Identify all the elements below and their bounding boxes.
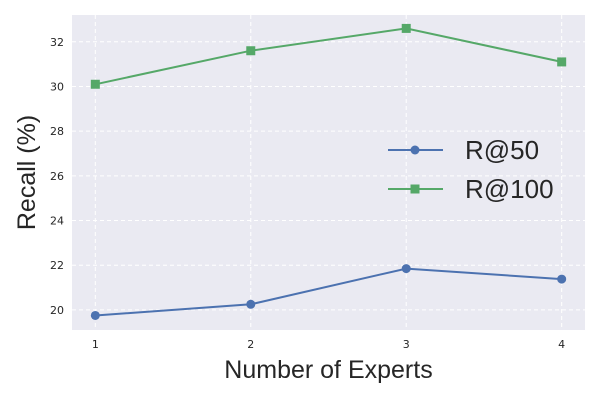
data-point-r100 (90, 79, 100, 89)
x-tick-label: 4 (558, 338, 565, 351)
legend-label-r100: R@100 (465, 174, 554, 204)
x-tick-label: 3 (403, 338, 410, 351)
series-line-r100 (95, 27, 562, 86)
data-point-r50 (401, 264, 411, 274)
y-tick-label: 20 (50, 304, 64, 317)
x-axis-label: Number of Experts (224, 356, 432, 384)
data-point-r100 (401, 23, 411, 33)
x-tick-label: 1 (92, 338, 99, 351)
legend-marker-r100 (410, 184, 420, 194)
data-point-r100 (246, 46, 256, 56)
y-tick-label: 22 (50, 259, 64, 272)
grid (72, 15, 585, 330)
data-point-r100 (557, 57, 567, 67)
y-tick-label: 30 (50, 80, 64, 93)
data-point-r50 (90, 310, 100, 320)
plot-area (72, 15, 585, 330)
data-point-r50 (246, 299, 256, 309)
y-tick-labels: 20 22 24 26 28 30 32 (50, 36, 64, 317)
y-tick-label: 32 (50, 36, 64, 49)
legend-label-r50: R@50 (465, 135, 539, 165)
data-point-r50 (557, 274, 567, 284)
y-axis-label: Recall (%) (13, 115, 41, 230)
y-tick-label: 28 (50, 125, 64, 138)
legend-marker-r50 (410, 145, 420, 155)
x-tick-labels: 1 2 3 4 (92, 338, 565, 351)
series-group (90, 23, 567, 320)
x-tick-label: 2 (247, 338, 254, 351)
y-tick-label: 26 (50, 170, 64, 183)
y-tick-label: 24 (50, 215, 64, 228)
series-line-r50 (95, 267, 562, 317)
legend: R@50 R@100 (388, 135, 554, 204)
